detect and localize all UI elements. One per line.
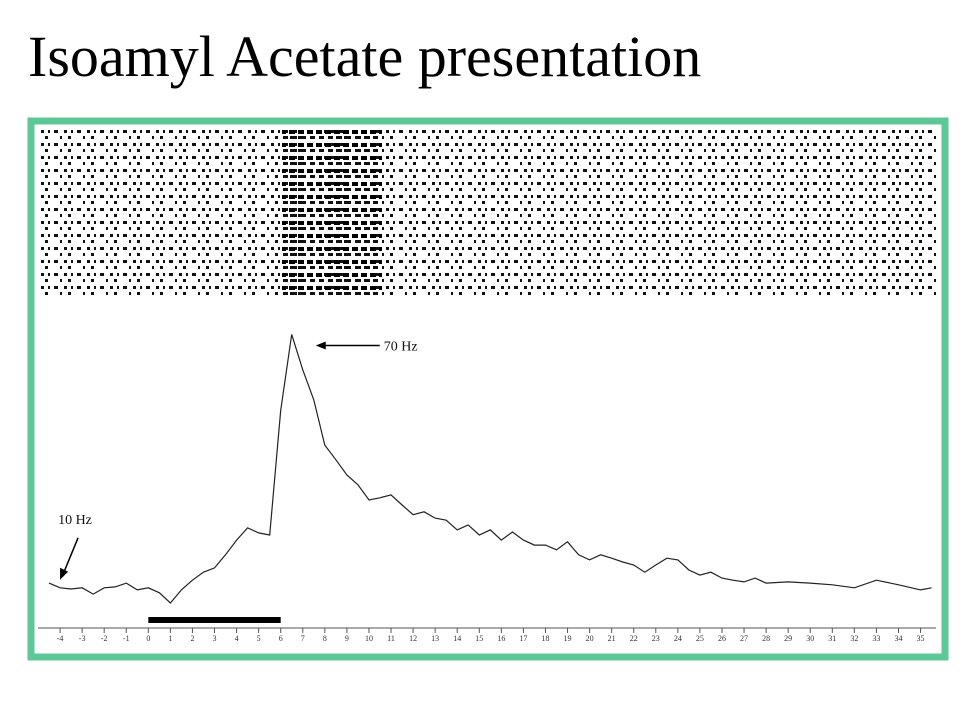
x-tick-label: 8 — [323, 634, 327, 643]
x-tick-label: 13 — [431, 634, 439, 643]
x-tick-label: 15 — [475, 634, 483, 643]
x-tick-label: 17 — [519, 634, 527, 643]
x-tick-label: 12 — [409, 634, 417, 643]
title: Isoamyl Acetate presentation — [28, 24, 701, 89]
x-tick-label: 30 — [806, 634, 814, 643]
x-tick-label: 25 — [696, 634, 704, 643]
x-tick-label: 23 — [652, 634, 660, 643]
plot: -4 -3 -2 -1 0 1 2 3 4 5 6 7 8 9 10 11 12 13 14 15 16 17 18 19 20… — [48, 334, 932, 643]
stimulus-bar — [148, 617, 281, 623]
x-tick-label: 28 — [762, 634, 770, 643]
x-tick-label: 0 — [146, 634, 150, 643]
x-tick-label: 9 — [345, 634, 349, 643]
x-tick-label: 1 — [168, 634, 172, 643]
x-tick-label: 27 — [740, 634, 748, 643]
x-tick-label: 10 — [365, 634, 373, 643]
x-tick-label: 31 — [828, 634, 836, 643]
annotation: 70 Hz — [384, 339, 418, 354]
x-tick-label: 19 — [564, 634, 572, 643]
x-tick-label: 34 — [894, 634, 902, 643]
x-tick-label: 3 — [213, 634, 217, 643]
annotation: 10 Hz — [58, 513, 92, 528]
x-tick-label: 22 — [630, 634, 638, 643]
x-tick-label: 11 — [387, 634, 395, 643]
x-tick-label: 7 — [301, 634, 305, 643]
x-tick-label: 4 — [235, 634, 239, 643]
x-tick-label: 35 — [917, 634, 925, 643]
spike-raster — [40, 128, 936, 298]
x-tick-label: -1 — [123, 634, 130, 643]
x-tick-label: 21 — [608, 634, 616, 643]
x-tick-label: 33 — [872, 634, 880, 643]
frame — [27, 117, 949, 661]
x-tick-label: 24 — [674, 634, 682, 643]
x-tick-label: -4 — [57, 634, 64, 643]
spike-raster-burst — [282, 128, 382, 298]
arrow-head — [60, 567, 69, 580]
arrow-head — [315, 341, 326, 350]
x-tick-label: 29 — [784, 634, 792, 643]
x-tick-label: 16 — [497, 634, 505, 643]
x-tick-label: 26 — [718, 634, 726, 643]
x-tick-label: 6 — [279, 634, 283, 643]
x-tick-label: 2 — [190, 634, 194, 643]
rate-line — [48, 334, 932, 604]
x-tick-label: 5 — [257, 634, 261, 643]
x-tick-label: 20 — [586, 634, 594, 643]
x-tick-label: -2 — [101, 634, 108, 643]
x-tick-label: 32 — [850, 634, 858, 643]
x-tick-label: 18 — [541, 634, 549, 643]
annotation-arrow — [63, 537, 79, 573]
x-tick-label: 14 — [453, 634, 461, 643]
x-tick-label: -3 — [79, 634, 86, 643]
